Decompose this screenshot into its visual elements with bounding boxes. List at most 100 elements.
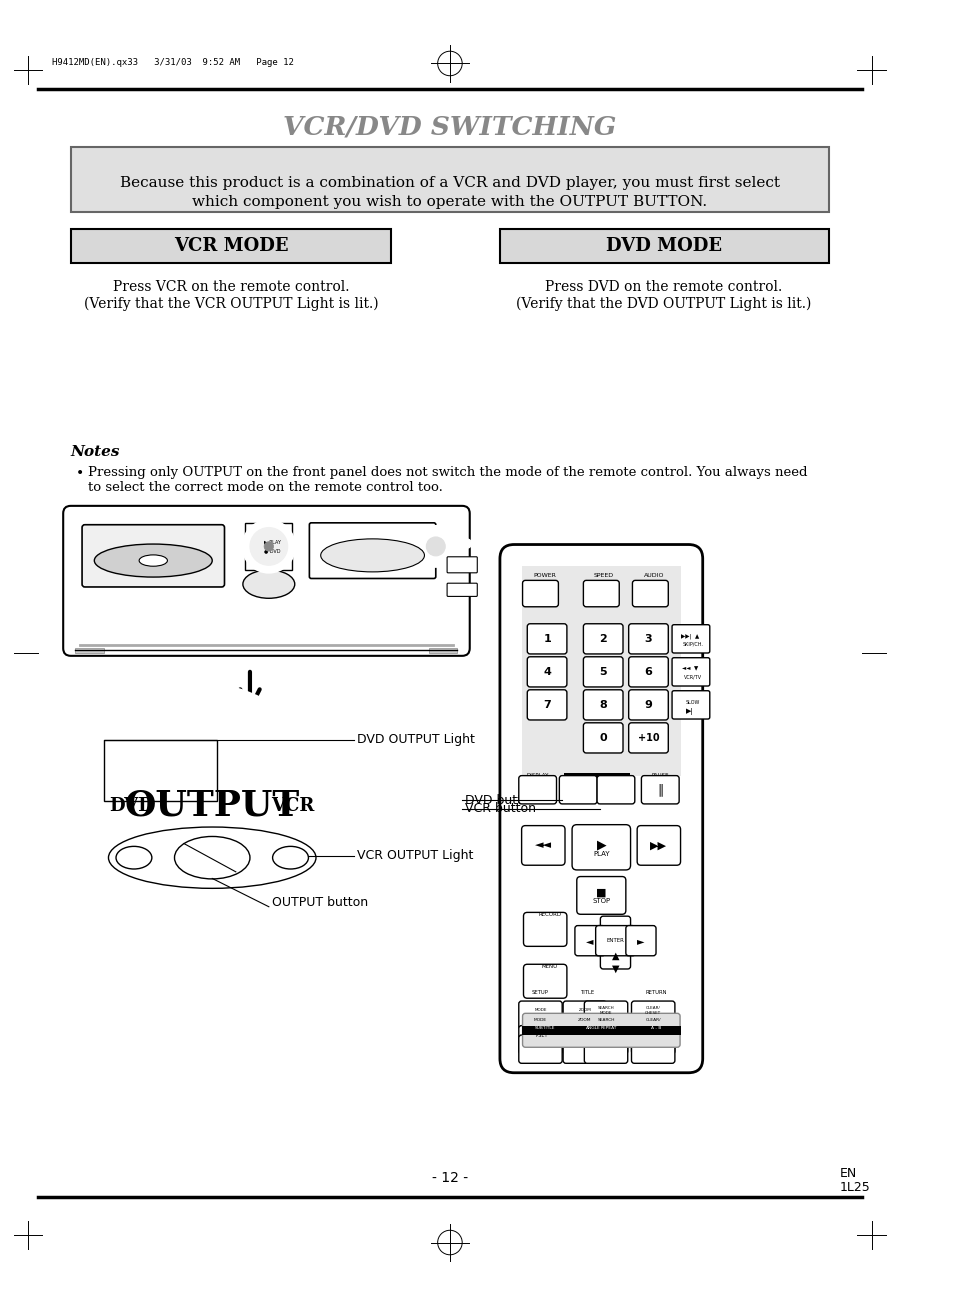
FancyBboxPatch shape <box>637 825 679 866</box>
Ellipse shape <box>174 836 250 879</box>
Text: ▶|: ▶| <box>685 708 693 714</box>
FancyBboxPatch shape <box>521 1025 680 1036</box>
Text: ▲: ▲ <box>611 951 618 961</box>
FancyBboxPatch shape <box>558 776 597 804</box>
Text: ● DVD: ● DVD <box>264 549 280 554</box>
Circle shape <box>90 594 103 607</box>
Circle shape <box>319 585 331 597</box>
Text: RECORD: RECORD <box>537 912 561 917</box>
Text: 2: 2 <box>598 633 606 644</box>
Text: (Verify that the DVD OUTPUT Light is lit.): (Verify that the DVD OUTPUT Light is lit… <box>516 296 811 311</box>
FancyBboxPatch shape <box>562 1002 606 1029</box>
Circle shape <box>142 594 155 607</box>
FancyBboxPatch shape <box>447 584 476 597</box>
FancyBboxPatch shape <box>523 913 566 947</box>
Text: VCR button: VCR button <box>464 802 536 815</box>
Text: TITLE: TITLE <box>580 990 594 995</box>
FancyBboxPatch shape <box>562 1025 606 1054</box>
Text: which component you wish to operate with the OUTPUT BUTTON.: which component you wish to operate with… <box>193 195 707 209</box>
Circle shape <box>116 594 129 607</box>
Text: T-SET: T-SET <box>533 1033 547 1038</box>
Text: OUTPUT: OUTPUT <box>125 789 299 823</box>
FancyBboxPatch shape <box>595 926 635 956</box>
FancyBboxPatch shape <box>518 1025 561 1054</box>
Ellipse shape <box>243 569 294 598</box>
Text: +10: +10 <box>637 733 659 743</box>
Text: ▼: ▼ <box>611 964 618 974</box>
Text: MODE: MODE <box>534 1008 546 1012</box>
FancyBboxPatch shape <box>671 691 709 720</box>
FancyBboxPatch shape <box>628 657 668 687</box>
Text: ZOOM: ZOOM <box>578 1008 591 1012</box>
Text: ▶▶: ▶▶ <box>650 841 667 850</box>
Text: Press VCR on the remote control.: Press VCR on the remote control. <box>112 279 349 294</box>
FancyBboxPatch shape <box>583 580 618 607</box>
FancyBboxPatch shape <box>104 739 216 801</box>
Text: ANGLE: ANGLE <box>585 1027 600 1030</box>
Text: MODE: MODE <box>534 1017 546 1021</box>
Text: OUTPUT button: OUTPUT button <box>272 896 368 909</box>
FancyBboxPatch shape <box>583 657 622 687</box>
FancyBboxPatch shape <box>584 1025 627 1054</box>
Text: SUBTITLE: SUBTITLE <box>535 1027 555 1030</box>
Text: RETURN: RETURN <box>644 990 666 995</box>
Ellipse shape <box>139 555 167 567</box>
FancyBboxPatch shape <box>309 522 436 579</box>
FancyBboxPatch shape <box>523 964 566 998</box>
FancyBboxPatch shape <box>527 690 566 720</box>
Text: CLEAR/: CLEAR/ <box>645 1017 660 1021</box>
Text: A - B: A - B <box>650 1027 660 1030</box>
FancyBboxPatch shape <box>577 876 625 914</box>
Text: EN: EN <box>839 1168 856 1181</box>
FancyBboxPatch shape <box>521 825 564 866</box>
FancyBboxPatch shape <box>584 1002 627 1029</box>
Text: VCR/DVD SWITCHING: VCR/DVD SWITCHING <box>283 114 616 140</box>
FancyBboxPatch shape <box>63 505 469 656</box>
FancyBboxPatch shape <box>518 1002 561 1029</box>
Circle shape <box>169 594 182 607</box>
FancyBboxPatch shape <box>628 722 668 754</box>
Text: ∥: ∥ <box>657 784 662 797</box>
Text: 7: 7 <box>542 700 551 710</box>
Ellipse shape <box>116 846 152 868</box>
Text: DVD MODE: DVD MODE <box>605 238 721 256</box>
Text: 9: 9 <box>644 700 652 710</box>
Text: ▶: ▶ <box>596 838 605 852</box>
FancyBboxPatch shape <box>597 776 634 804</box>
Text: •: • <box>75 466 84 479</box>
Text: CLEAR/
CHESET: CLEAR/ CHESET <box>644 1006 660 1015</box>
FancyBboxPatch shape <box>521 567 680 776</box>
Ellipse shape <box>94 545 212 577</box>
Text: - 12 -: - 12 - <box>432 1171 468 1186</box>
FancyBboxPatch shape <box>499 230 828 264</box>
Ellipse shape <box>273 846 308 868</box>
Text: PAUSE: PAUSE <box>651 773 668 778</box>
Text: MENU: MENU <box>541 964 558 969</box>
Text: H9412MD(EN).qx33   3/31/03  9:52 AM   Page 12: H9412MD(EN).qx33 3/31/03 9:52 AM Page 12 <box>51 57 294 67</box>
FancyBboxPatch shape <box>632 580 668 607</box>
FancyBboxPatch shape <box>575 926 604 956</box>
Text: (Verify that the VCR OUTPUT Light is lit.): (Verify that the VCR OUTPUT Light is lit… <box>84 296 378 311</box>
Text: to select the correct mode on the remote control too.: to select the correct mode on the remote… <box>88 482 442 495</box>
Text: DVD: DVD <box>110 797 154 815</box>
Text: Because this product is a combination of a VCR and DVD player, you must first se: Because this product is a combination of… <box>120 176 780 191</box>
Text: SETUP: SETUP <box>532 990 548 995</box>
FancyBboxPatch shape <box>75 648 104 653</box>
Text: ■: ■ <box>596 888 606 897</box>
FancyBboxPatch shape <box>671 624 709 653</box>
Text: STOP: STOP <box>592 899 610 904</box>
Text: Pressing only OUTPUT on the front panel does not switch the mode of the remote c: Pressing only OUTPUT on the front panel … <box>88 466 806 479</box>
Text: Notes: Notes <box>71 445 120 460</box>
Text: DVD OUTPUT Light: DVD OUTPUT Light <box>356 733 474 746</box>
FancyBboxPatch shape <box>628 690 668 720</box>
FancyBboxPatch shape <box>563 773 629 791</box>
Circle shape <box>250 528 288 565</box>
Text: SPEED: SPEED <box>593 573 613 579</box>
FancyBboxPatch shape <box>583 722 622 754</box>
Text: ENTER: ENTER <box>606 938 624 943</box>
FancyBboxPatch shape <box>625 926 656 956</box>
Circle shape <box>461 539 471 549</box>
Ellipse shape <box>109 827 315 888</box>
FancyBboxPatch shape <box>631 1002 674 1029</box>
FancyBboxPatch shape <box>583 690 622 720</box>
